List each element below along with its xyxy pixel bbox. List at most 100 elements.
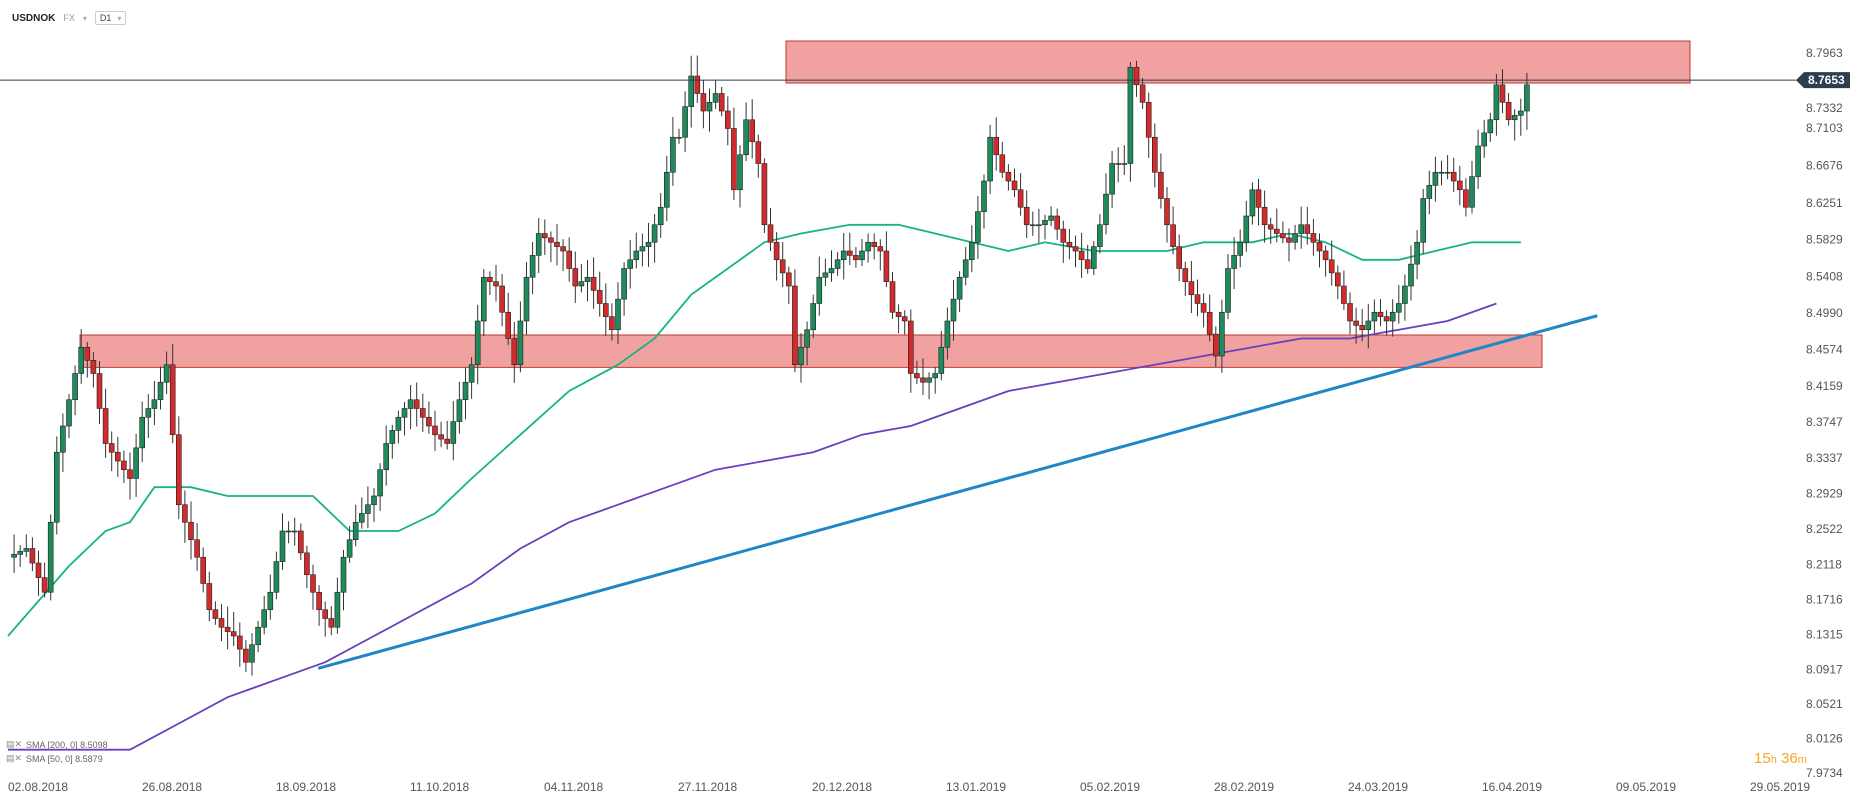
- candle-body[interactable]: [243, 648, 249, 663]
- sma200-legend[interactable]: ▤✕ SMA [200, 0] 8.5098: [6, 739, 108, 750]
- candle-body[interactable]: [1341, 285, 1347, 304]
- candle-body[interactable]: [968, 241, 975, 261]
- candle-body[interactable]: [1109, 163, 1115, 195]
- candle-body[interactable]: [200, 556, 206, 584]
- candle-body[interactable]: [920, 377, 926, 383]
- candle-body[interactable]: [444, 438, 451, 444]
- candle-body[interactable]: [1481, 132, 1487, 147]
- candle-body[interactable]: [1450, 171, 1457, 182]
- candle-body[interactable]: [938, 346, 945, 374]
- candle-body[interactable]: [883, 250, 890, 282]
- candle-body[interactable]: [389, 430, 396, 444]
- candle-body[interactable]: [413, 399, 420, 409]
- candle-body[interactable]: [1145, 101, 1152, 138]
- candle-body[interactable]: [1518, 110, 1524, 116]
- candle-body[interactable]: [1133, 66, 1140, 86]
- candle-body[interactable]: [1078, 250, 1085, 261]
- candle-body[interactable]: [383, 443, 390, 471]
- candle-body[interactable]: [798, 346, 804, 366]
- candle-body[interactable]: [1237, 241, 1243, 256]
- candle-body[interactable]: [1487, 119, 1494, 134]
- candle-body[interactable]: [1335, 272, 1341, 287]
- candle-body[interactable]: [1206, 311, 1213, 335]
- candle-body[interactable]: [694, 75, 701, 94]
- candle-body[interactable]: [901, 316, 908, 322]
- candle-body[interactable]: [1255, 189, 1262, 208]
- candle-body[interactable]: [1030, 224, 1036, 227]
- candle-body[interactable]: [511, 338, 518, 366]
- candle-body[interactable]: [358, 513, 365, 523]
- candle-body[interactable]: [1219, 311, 1225, 357]
- candle-body[interactable]: [1054, 215, 1060, 230]
- support-zone[interactable]: [79, 334, 1543, 368]
- candle-body[interactable]: [859, 250, 865, 261]
- candle-body[interactable]: [1347, 303, 1353, 322]
- candle-body[interactable]: [682, 106, 688, 138]
- candle-body[interactable]: [590, 276, 597, 291]
- candle-body[interactable]: [792, 285, 798, 366]
- candle-body[interactable]: [596, 290, 603, 304]
- candle-body[interactable]: [1365, 320, 1372, 331]
- candle-body[interactable]: [517, 320, 524, 366]
- candle-body[interactable]: [462, 381, 469, 401]
- candle-body[interactable]: [11, 554, 17, 558]
- symbol-label[interactable]: USDNOK: [12, 12, 56, 24]
- candle-body[interactable]: [822, 272, 829, 278]
- candle-body[interactable]: [1371, 311, 1378, 322]
- candle-body[interactable]: [602, 303, 609, 317]
- indicator-settings-icon[interactable]: ▤✕: [6, 739, 23, 749]
- candle-body[interactable]: [255, 626, 261, 646]
- candle-body[interactable]: [1182, 268, 1189, 282]
- candle-body[interactable]: [712, 93, 719, 103]
- candle-body[interactable]: [1261, 206, 1268, 226]
- candle-body[interactable]: [828, 268, 835, 274]
- candle-body[interactable]: [1194, 294, 1201, 304]
- candle-body[interactable]: [1249, 189, 1256, 217]
- candle-body[interactable]: [688, 75, 695, 107]
- candle-body[interactable]: [1493, 84, 1500, 121]
- candle-body[interactable]: [1469, 176, 1475, 208]
- candle-body[interactable]: [584, 276, 591, 282]
- candle-body[interactable]: [1139, 84, 1146, 103]
- candle-body[interactable]: [621, 268, 627, 300]
- candle-body[interactable]: [767, 224, 774, 243]
- candle-body[interactable]: [78, 346, 84, 374]
- candle-body[interactable]: [237, 635, 243, 650]
- candle-body[interactable]: [950, 298, 957, 322]
- candle-body[interactable]: [1414, 241, 1420, 265]
- candle-body[interactable]: [1328, 259, 1335, 274]
- candle-body[interactable]: [535, 233, 542, 256]
- candle-body[interactable]: [224, 626, 231, 632]
- candle-body[interactable]: [1042, 220, 1048, 226]
- candle-body[interactable]: [871, 241, 878, 247]
- candle-body[interactable]: [706, 101, 713, 112]
- candle-body[interactable]: [176, 434, 182, 506]
- candle-body[interactable]: [127, 469, 133, 479]
- candle-body[interactable]: [1463, 189, 1469, 208]
- timeframe-select[interactable]: D1 ▾: [94, 11, 127, 25]
- candle-body[interactable]: [633, 250, 640, 261]
- candle-body[interactable]: [944, 320, 951, 348]
- candle-body[interactable]: [627, 259, 634, 269]
- candle-body[interactable]: [932, 373, 939, 379]
- candle-body[interactable]: [212, 609, 219, 619]
- candle-body[interactable]: [840, 250, 847, 261]
- candle-body[interactable]: [1158, 171, 1164, 199]
- candle-body[interactable]: [395, 416, 402, 431]
- candle-body[interactable]: [1188, 281, 1195, 296]
- candle-body[interactable]: [261, 609, 268, 628]
- candle-body[interactable]: [182, 504, 188, 523]
- candle-body[interactable]: [297, 530, 304, 554]
- candle-body[interactable]: [541, 233, 548, 239]
- candle-body[interactable]: [35, 562, 42, 578]
- candle-body[interactable]: [1121, 163, 1128, 165]
- candle-body[interactable]: [1322, 250, 1329, 261]
- candle-body[interactable]: [1359, 325, 1365, 331]
- candle-body[interactable]: [407, 399, 414, 409]
- candle-body[interactable]: [188, 521, 194, 541]
- candle-body[interactable]: [999, 154, 1006, 173]
- candle-body[interactable]: [346, 539, 353, 558]
- candle-body[interactable]: [432, 425, 438, 436]
- candle-body[interactable]: [1170, 224, 1176, 247]
- candle-body[interactable]: [755, 141, 762, 164]
